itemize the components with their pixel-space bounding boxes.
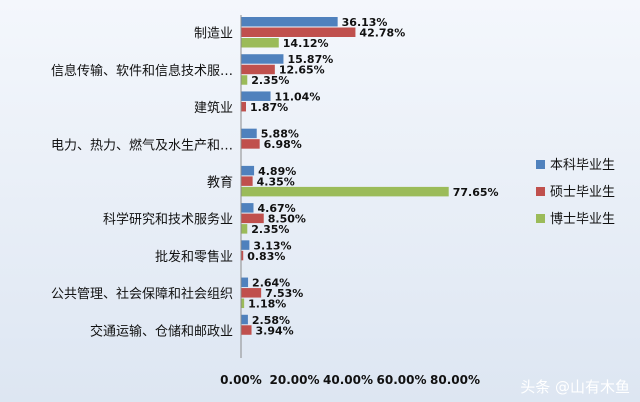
bar (241, 101, 247, 112)
category-label: 教育 (207, 175, 233, 191)
bars (241, 17, 449, 335)
bar (241, 139, 260, 149)
legend-label: 博士毕业生 (550, 212, 615, 227)
category-label: 科学研究和技术服务业 (103, 212, 233, 228)
bar (241, 325, 252, 335)
data-label: 3.13% (253, 239, 291, 252)
bar (241, 64, 275, 75)
bar (241, 277, 249, 288)
category-label: 交通运输、仓储和邮政业 (90, 323, 233, 339)
legend-swatch (536, 214, 545, 223)
data-label: 42.78% (359, 27, 405, 40)
data-label: 36.13% (342, 16, 388, 29)
data-label: 7.53% (265, 287, 303, 300)
x-tick-label: 80.00% (430, 373, 480, 387)
data-label: 4.35% (257, 175, 295, 188)
x-tick-label: 60.00% (377, 373, 427, 387)
bar (241, 186, 449, 197)
category-label: 制造业 (194, 27, 233, 42)
category-label: 信息传输、软件和信息技术服… (51, 63, 233, 79)
bar (241, 314, 248, 325)
bar (241, 128, 257, 139)
bar (241, 17, 338, 27)
data-label: 0.83% (247, 250, 285, 263)
x-tick-label: 20.00% (270, 373, 320, 387)
bar (241, 298, 245, 309)
legend-swatch (536, 187, 545, 196)
data-label: 77.65% (453, 186, 499, 199)
bar (241, 165, 255, 176)
data-label: 11.04% (275, 90, 321, 103)
data-label: 14.12% (283, 37, 329, 50)
data-labels: 36.13%42.78%14.12%15.87%12.65%2.35%11.04… (247, 16, 498, 337)
bar (241, 27, 356, 37)
x-tick-label: 40.00% (323, 373, 373, 387)
bar (241, 91, 271, 101)
x-axis-ticks: 0.00% 20.00% 40.00% 60.00% 80.00% (220, 373, 480, 387)
bar (241, 75, 248, 85)
category-label: 公共管理、社会保障和社会组织 (51, 286, 233, 302)
bar (241, 176, 253, 186)
data-label: 2.35% (251, 74, 289, 87)
data-label: 1.18% (248, 298, 286, 311)
data-label: 6.98% (264, 138, 302, 151)
x-tick-label: 0.00% (220, 373, 262, 387)
bar (241, 250, 244, 261)
bar (241, 288, 262, 298)
legend-label: 硕士毕业生 (550, 185, 615, 200)
category-label: 建筑业 (194, 100, 233, 116)
data-label: 5.88% (261, 128, 299, 141)
data-label: 15.87% (287, 53, 333, 66)
data-label: 3.94% (256, 324, 294, 337)
category-label: 批发和零售业 (155, 249, 233, 265)
legend-swatch (536, 160, 545, 169)
bar (241, 38, 279, 48)
bar (241, 203, 254, 213)
legend-label: 本科毕业生 (550, 158, 615, 173)
bar (241, 224, 248, 234)
bar (241, 54, 284, 64)
data-label: 2.64% (252, 277, 290, 290)
watermark: 头条 @山有木鱼 (520, 378, 630, 396)
data-label: 4.89% (258, 165, 296, 178)
category-label: 电力、热力、燃气及水生产和… (51, 137, 233, 153)
data-label: 2.58% (252, 314, 290, 327)
bar (241, 213, 264, 224)
data-label: 8.50% (268, 213, 306, 226)
data-label: 2.35% (251, 223, 289, 236)
data-label: 12.65% (279, 64, 325, 77)
data-label: 1.87% (250, 101, 288, 114)
bar (241, 240, 250, 250)
data-label: 4.67% (257, 202, 295, 215)
